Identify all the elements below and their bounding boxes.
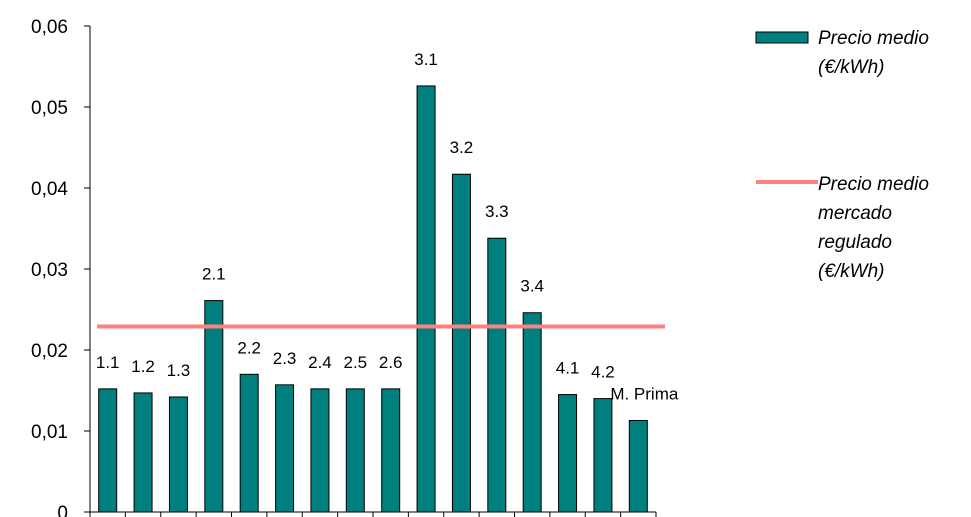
bar (239, 373, 259, 513)
bar-label: 4.2 (591, 363, 615, 382)
legend: Precio medio (€/kWh) Precio medio mercado re… (755, 28, 929, 282)
y-tick-label: 0,03 (31, 260, 68, 281)
bar-labels: 1.1 1.2 1.3 2.1 2.2 2.3 2.4 2.5 2.6 3.1 3.2 3.3 3.4 4… (96, 50, 679, 404)
legend-swatch-bar (755, 31, 809, 44)
bar-label: 2.2 (237, 338, 261, 357)
bar (416, 85, 436, 513)
bar (275, 384, 295, 513)
bar-label: 4.1 (556, 359, 580, 378)
bar (558, 394, 578, 513)
bar-label: 2.1 (202, 265, 226, 284)
bar-label: 1.3 (167, 361, 191, 380)
bar (522, 312, 542, 513)
bar-label: 3.3 (485, 202, 509, 221)
y-tick-label: 0,02 (31, 341, 68, 362)
legend-label-line: regulado (818, 232, 892, 253)
bar-label: M. Prima (610, 384, 679, 403)
bars (98, 85, 648, 513)
bar (310, 388, 330, 513)
y-tick-label: 0,01 (31, 422, 68, 443)
bar-label: 3.2 (450, 138, 474, 157)
bar-label: 3.1 (414, 50, 438, 69)
bar (593, 398, 613, 513)
legend-label-bar: Precio medio (818, 28, 929, 49)
bar (451, 173, 471, 513)
legend-label-line: Precio medio (818, 174, 929, 195)
bar-label: 2.5 (343, 353, 367, 372)
y-axis: 0 0,01 0,02 0,03 0,04 0,05 0,06 (31, 17, 91, 517)
bar (98, 388, 118, 513)
bar-label: 3.4 (520, 277, 544, 296)
legend-label-line: (€/kWh) (818, 261, 885, 282)
bar (168, 396, 188, 513)
bar (133, 392, 153, 513)
y-tick-label: 0,06 (31, 17, 68, 38)
bar (345, 388, 365, 513)
bar (381, 388, 401, 513)
y-tick-label: 0,05 (31, 98, 68, 119)
y-tick-label: 0 (57, 503, 68, 517)
legend-label-line: mercado (818, 203, 892, 224)
bar-label: 1.2 (131, 357, 155, 376)
legend-label-bar: (€/kWh) (818, 57, 885, 78)
bar (628, 419, 648, 513)
bar-label: 2.3 (273, 349, 297, 368)
bar-label: 2.6 (379, 353, 403, 372)
bar (204, 300, 224, 513)
bar (487, 237, 507, 513)
bar-label: 1.1 (96, 353, 120, 372)
bar-label: 2.4 (308, 353, 332, 372)
y-tick-label: 0,04 (31, 179, 68, 200)
x-axis (89, 511, 657, 517)
